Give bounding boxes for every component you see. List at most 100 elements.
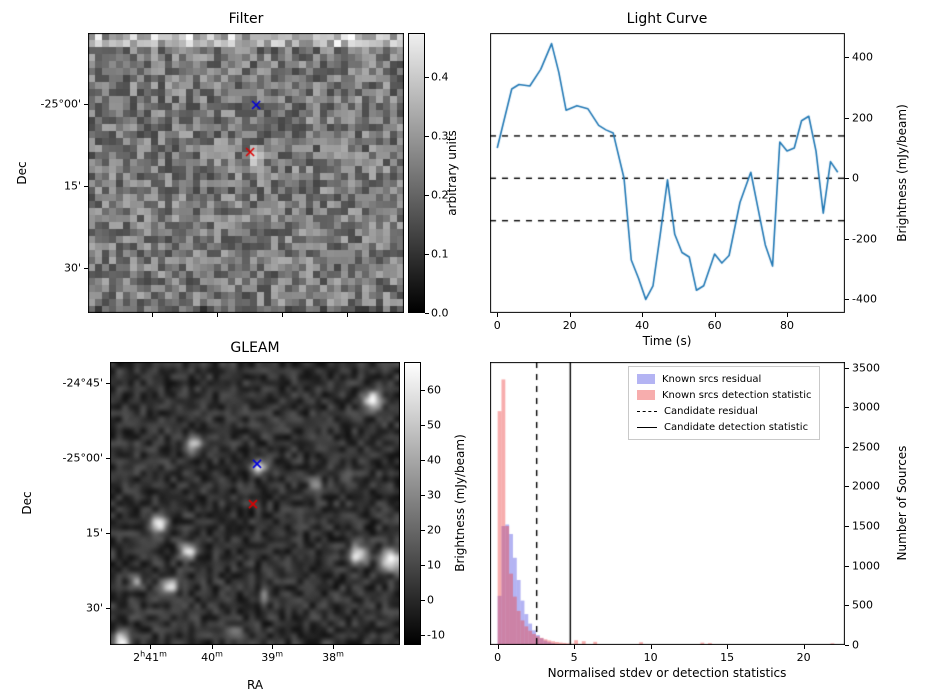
- tick-mark: [150, 645, 152, 649]
- tick-label: 38m: [322, 649, 344, 664]
- tick-mark: [216, 313, 218, 317]
- tick-label: 200: [852, 111, 873, 125]
- tick-label: 0.2: [431, 188, 449, 202]
- tick-mark: [421, 494, 425, 496]
- tick-label: 50: [427, 418, 441, 432]
- tick-mark: [727, 645, 729, 649]
- filter-image-canvas: [88, 33, 404, 313]
- tick-label: 5: [570, 651, 578, 664]
- tick-label: 2000: [852, 479, 880, 493]
- legend-item-candidate-detection: Candidate detection statistic: [637, 420, 811, 434]
- tick-label: 39m: [261, 649, 284, 664]
- histogram-xlabel: Normalised stdev or detection statistics: [547, 666, 787, 680]
- tick-label: 30': [63, 261, 81, 275]
- tick-mark: [421, 634, 425, 636]
- tick-mark: [425, 313, 429, 314]
- legend-swatch-known-srcs-residual: [637, 374, 655, 384]
- tick-label: -200: [852, 232, 877, 246]
- tick-mark: [212, 645, 214, 649]
- tick-mark: [333, 645, 334, 649]
- tick-mark: [845, 526, 849, 528]
- tick-label: 20: [562, 319, 577, 332]
- tick-label: 2500: [852, 440, 880, 454]
- tick-mark: [787, 313, 789, 317]
- tick-mark: [845, 407, 849, 409]
- gleam-colorbar-label: Brightness (mJy/beam): [453, 434, 467, 572]
- tick-mark: [282, 313, 284, 317]
- legend-label-known-srcs-residual: Known srcs residual: [662, 373, 762, 385]
- lightcurve-canvas: [490, 33, 845, 313]
- legend-swatch-candidate-detection: [637, 426, 657, 428]
- tick-mark: [421, 389, 425, 391]
- tick-label: 500: [852, 598, 873, 612]
- tick-mark: [106, 382, 110, 384]
- lightcurve-xlabel: Time (s): [642, 334, 692, 348]
- legend-swatch-known-srcs-detection: [637, 390, 655, 400]
- tick-mark: [845, 565, 849, 567]
- tick-mark: [106, 607, 110, 609]
- tick-mark: [845, 238, 849, 240]
- tick-mark: [425, 77, 429, 79]
- tick-mark: [497, 313, 499, 317]
- tick-mark: [425, 195, 429, 197]
- tick-label: 40m: [201, 649, 223, 664]
- lightcurve-title: Light Curve: [626, 11, 708, 27]
- tick-mark: [425, 136, 429, 138]
- lightcurve-ylabel: Brightness (mJy/beam): [895, 104, 909, 242]
- tick-mark: [845, 57, 849, 59]
- filter-title: Filter: [228, 11, 264, 27]
- tick-label: 0.4: [431, 70, 449, 84]
- tick-label: 15': [63, 179, 81, 193]
- tick-mark: [84, 267, 88, 269]
- tick-label: 3000: [852, 400, 880, 414]
- tick-mark: [106, 457, 110, 459]
- legend-item-known-srcs-detection: Known srcs detection statistic: [637, 388, 811, 402]
- tick-label: -25°00': [40, 97, 82, 111]
- tick-label: 10: [643, 651, 658, 664]
- tick-label: 10: [427, 558, 441, 572]
- tick-label: 0: [852, 638, 859, 652]
- tick-mark: [642, 313, 644, 317]
- tick-label: 60: [707, 319, 722, 332]
- tick-label: 0.3: [431, 129, 449, 143]
- tick-mark: [84, 104, 88, 106]
- tick-mark: [845, 645, 849, 646]
- tick-mark: [425, 254, 429, 256]
- tick-mark: [714, 313, 716, 317]
- tick-mark: [845, 178, 849, 180]
- tick-mark: [421, 529, 425, 531]
- tick-label: 30: [427, 488, 441, 502]
- tick-label: 0: [852, 171, 859, 185]
- tick-mark: [347, 313, 349, 317]
- tick-mark: [803, 645, 805, 649]
- tick-label: 20: [796, 651, 811, 664]
- gleam-image-canvas: [110, 362, 400, 645]
- tick-label: -400: [852, 292, 877, 306]
- tick-label: 60: [427, 383, 441, 397]
- tick-label: 400: [852, 50, 873, 64]
- tick-label: 0.1: [431, 247, 449, 261]
- tick-label: 80: [780, 319, 795, 332]
- tick-label: 0: [494, 651, 502, 664]
- tick-label: 0.0: [431, 306, 449, 320]
- gleam-colorbar: [404, 362, 421, 645]
- gleam-xlabel: RA: [246, 678, 264, 692]
- tick-mark: [421, 459, 425, 461]
- gleam-ylabel: Dec: [20, 491, 34, 515]
- tick-label: 40: [635, 319, 650, 332]
- tick-label: 30': [85, 601, 103, 615]
- tick-mark: [845, 486, 849, 488]
- tick-mark: [272, 645, 274, 649]
- tick-mark: [106, 532, 110, 534]
- filter-ylabel: Dec: [15, 161, 29, 185]
- tick-label: 0: [493, 319, 501, 332]
- tick-label: 40: [427, 453, 441, 467]
- filter-colorbar: [408, 33, 425, 313]
- tick-label: 3500: [852, 361, 880, 375]
- histogram-legend: Known srcs residual Known srcs detection…: [628, 366, 821, 440]
- tick-label: 2h41m: [133, 649, 167, 664]
- legend-label-candidate-residual: Candidate residual: [664, 405, 758, 417]
- tick-mark: [574, 645, 576, 649]
- tick-mark: [84, 185, 88, 187]
